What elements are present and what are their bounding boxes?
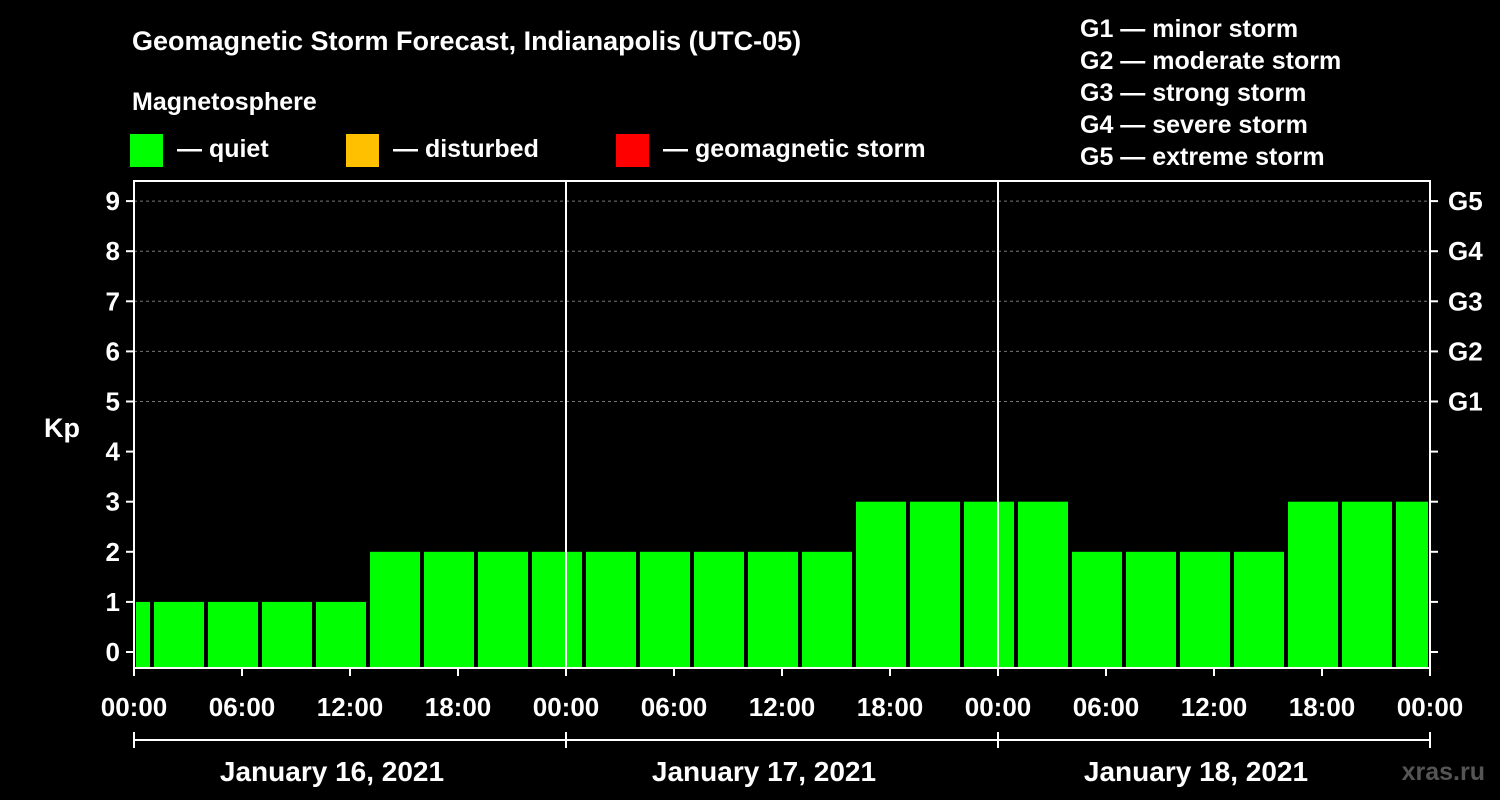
- y-axis-label: Kp: [44, 413, 80, 443]
- kp-bar-8: [532, 551, 582, 668]
- kp-bar-23: [1342, 501, 1392, 668]
- legend-swatch-disturbed: [346, 134, 379, 167]
- x-tick-label-12: 00:00: [1397, 692, 1464, 722]
- kp-bar-24: [1396, 501, 1428, 668]
- day-label-2: January 18, 2021: [1084, 756, 1308, 787]
- x-tick-label-1: 06:00: [209, 692, 276, 722]
- y-tick-label-5: 5: [106, 387, 120, 417]
- y-tick-label-4: 4: [106, 437, 121, 467]
- kp-bar-5: [370, 551, 420, 668]
- storm-scale-g4: G4 — severe storm: [1080, 111, 1308, 139]
- storm-level-label-g3: G3: [1448, 286, 1483, 316]
- legend-label-disturbed: — disturbed: [393, 135, 539, 163]
- y-tick-label-7: 7: [106, 286, 120, 316]
- plot-area: 0 1 2 3 4 5 6 7 8 9 G1 G2 G3 G4 G5 00:00 06:00 12:00 18:00…: [101, 180, 1483, 787]
- y-tick-label-0: 0: [106, 637, 120, 667]
- kp-bar-1: [154, 601, 204, 668]
- kp-bar-20: [1180, 551, 1230, 668]
- storm-scale-g1: G1 — minor storm: [1080, 15, 1298, 43]
- x-tick-label-10: 12:00: [1181, 692, 1248, 722]
- y-tick-label-6: 6: [106, 336, 120, 366]
- x-tick-label-8: 00:00: [965, 692, 1032, 722]
- kp-bar-16: [964, 501, 1014, 668]
- kp-bar-3: [262, 601, 312, 668]
- kp-bar-15: [910, 501, 960, 668]
- y-tick-label-9: 9: [106, 186, 120, 216]
- legend-label-quiet: — quiet: [177, 135, 269, 163]
- storm-level-label-g2: G2: [1448, 336, 1483, 366]
- x-tick-label-6: 12:00: [749, 692, 816, 722]
- kp-bar-9: [586, 551, 636, 668]
- storm-level-label-g4: G4: [1448, 236, 1483, 266]
- storm-level-label-g1: G1: [1448, 387, 1483, 417]
- watermark: xras.ru: [1402, 758, 1485, 786]
- legend-swatch-storm: [616, 134, 649, 167]
- x-tick-label-3: 18:00: [425, 692, 492, 722]
- y-tick-label-2: 2: [106, 537, 120, 567]
- kp-bar-4: [316, 601, 366, 668]
- chart-title: Geomagnetic Storm Forecast, Indianapolis…: [132, 26, 801, 56]
- kp-bar-13: [802, 551, 852, 668]
- y-tick-label-1: 1: [106, 587, 120, 617]
- legend-label-storm: — geomagnetic storm: [663, 135, 926, 163]
- storm-scale-g5: G5 — extreme storm: [1080, 143, 1325, 171]
- legend-swatch-quiet: [130, 134, 163, 167]
- x-tick-label-11: 18:00: [1289, 692, 1356, 722]
- storm-scale-g3: G3 — strong storm: [1080, 79, 1306, 107]
- kp-bar-12: [748, 551, 798, 668]
- x-tick-label-9: 06:00: [1073, 692, 1140, 722]
- kp-bar-21: [1234, 551, 1284, 668]
- kp-bar-10: [640, 551, 690, 668]
- storm-level-label-g5: G5: [1448, 186, 1483, 216]
- kp-bar-11: [694, 551, 744, 668]
- x-tick-label-4: 00:00: [533, 692, 600, 722]
- kp-bar-2: [208, 601, 258, 668]
- kp-bar-0: [136, 601, 150, 668]
- kp-bar-6: [424, 551, 474, 668]
- x-tick-label-2: 12:00: [317, 692, 384, 722]
- y-tick-label-3: 3: [106, 487, 120, 517]
- x-tick-label-5: 06:00: [641, 692, 708, 722]
- kp-bar-18: [1072, 551, 1122, 668]
- y-tick-label-8: 8: [106, 236, 120, 266]
- kp-bar-22: [1288, 501, 1338, 668]
- storm-scale-g2: G2 — moderate storm: [1080, 47, 1341, 75]
- kp-bar-7: [478, 551, 528, 668]
- day-label-1: January 17, 2021: [652, 756, 876, 787]
- kp-bar-19: [1126, 551, 1176, 668]
- x-tick-label-7: 18:00: [857, 692, 924, 722]
- kp-bar-14: [856, 501, 906, 668]
- legend-title: Magnetosphere: [132, 88, 317, 116]
- day-label-0: January 16, 2021: [220, 756, 444, 787]
- x-tick-label-0: 00:00: [101, 692, 168, 722]
- kp-bar-17: [1018, 501, 1068, 668]
